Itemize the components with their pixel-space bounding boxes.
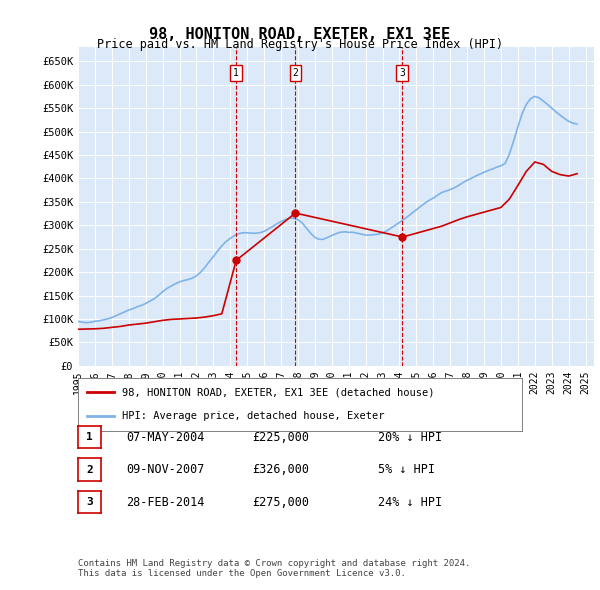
Text: Price paid vs. HM Land Registry's House Price Index (HPI): Price paid vs. HM Land Registry's House …: [97, 38, 503, 51]
Text: 07-MAY-2004: 07-MAY-2004: [126, 431, 205, 444]
Text: 3: 3: [399, 68, 405, 78]
Text: 3: 3: [86, 497, 93, 507]
Text: 1: 1: [86, 432, 93, 442]
Text: £275,000: £275,000: [252, 496, 309, 509]
Text: 98, HONITON ROAD, EXETER, EX1 3EE: 98, HONITON ROAD, EXETER, EX1 3EE: [149, 27, 451, 41]
Text: 24% ↓ HPI: 24% ↓ HPI: [378, 496, 442, 509]
Text: £225,000: £225,000: [252, 431, 309, 444]
Text: 98, HONITON ROAD, EXETER, EX1 3EE (detached house): 98, HONITON ROAD, EXETER, EX1 3EE (detac…: [122, 388, 435, 398]
Text: HPI: Average price, detached house, Exeter: HPI: Average price, detached house, Exet…: [122, 411, 385, 421]
Text: Contains HM Land Registry data © Crown copyright and database right 2024.
This d: Contains HM Land Registry data © Crown c…: [78, 559, 470, 578]
Text: 2: 2: [86, 465, 93, 474]
Text: 20% ↓ HPI: 20% ↓ HPI: [378, 431, 442, 444]
Text: 1: 1: [233, 68, 239, 78]
Text: 09-NOV-2007: 09-NOV-2007: [126, 463, 205, 476]
Text: 2: 2: [292, 68, 298, 78]
Text: £326,000: £326,000: [252, 463, 309, 476]
Text: 28-FEB-2014: 28-FEB-2014: [126, 496, 205, 509]
Text: 5% ↓ HPI: 5% ↓ HPI: [378, 463, 435, 476]
